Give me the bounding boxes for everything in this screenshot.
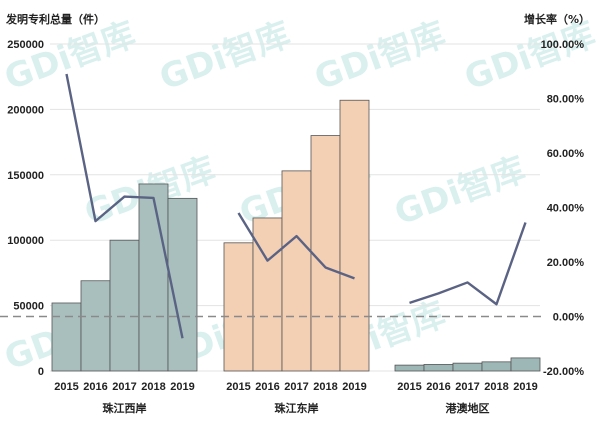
left-axis-title: 发明专利总量（件） [5, 12, 105, 26]
year-label: 2017 [284, 381, 308, 393]
bar [51, 302, 82, 372]
right-tick-label: 100.00% [541, 39, 585, 51]
right-tick-label: 20.00% [547, 257, 585, 269]
year-label: 2016 [426, 381, 450, 393]
growth-line [409, 222, 527, 306]
bar [310, 135, 341, 372]
left-tick-label: 200000 [7, 104, 44, 116]
bar [281, 170, 312, 372]
bar [339, 99, 370, 372]
growth-line [237, 212, 355, 280]
year-label: 2015 [397, 381, 421, 393]
right-tick-label: -20.00% [543, 366, 584, 378]
right-tick-label: 80.00% [547, 94, 585, 106]
year-label: 2018 [484, 381, 508, 393]
bar [423, 364, 454, 372]
watermark-text: GDi智库 [0, 14, 141, 98]
left-axis-ticks: 250000 200000 150000 100000 50000 0 [7, 39, 44, 378]
year-label: 2019 [342, 381, 366, 393]
right-tick-label: 0.00% [553, 312, 584, 324]
year-label: 2016 [255, 381, 279, 393]
right-axis-title: 增长率（%） [524, 12, 590, 26]
right-axis-ticks: 100.00% 80.00% 60.00% 40.00% 20.00% 0.00% -20.… [541, 39, 585, 378]
left-tick-label: 100000 [7, 235, 44, 247]
year-label: 2018 [141, 381, 165, 393]
bar [452, 362, 483, 372]
year-label: 2019 [513, 381, 537, 393]
group-label: 港澳地区 [446, 401, 490, 415]
year-labels: 2015 2016 2017 2018 2019 2015 2016 2017 2018 2019… [54, 381, 537, 393]
left-tick-label: 150000 [7, 170, 44, 182]
bar [394, 364, 425, 372]
bar [109, 239, 140, 372]
left-tick-label: 50000 [13, 301, 44, 313]
growth-lines [65, 73, 527, 339]
year-label: 2017 [455, 381, 479, 393]
bar [510, 357, 541, 372]
bar [138, 183, 169, 372]
growth-line [65, 73, 184, 339]
watermark-text: GDi智库 [309, 14, 450, 98]
year-label: 2016 [83, 381, 107, 393]
year-label: 2019 [170, 381, 194, 393]
group-labels: 珠江西岸 珠江东岸 港澳地区 [103, 401, 490, 415]
bar [167, 197, 198, 372]
watermark-text: GDi智库 [459, 14, 597, 98]
watermark-text: GDi智库 [154, 14, 295, 98]
year-label: 2015 [226, 381, 250, 393]
right-tick-label: 60.00% [547, 148, 585, 160]
group-label: 珠江东岸 [275, 401, 319, 415]
left-tick-label: 250000 [7, 39, 44, 51]
left-tick-label: 0 [38, 366, 44, 378]
group-label: 珠江西岸 [103, 401, 147, 415]
right-tick-label: 40.00% [547, 203, 585, 215]
year-label: 2015 [54, 381, 78, 393]
bar [223, 242, 254, 372]
bar [252, 217, 283, 372]
year-label: 2018 [313, 381, 337, 393]
bars [51, 99, 541, 372]
watermark-text: GDi智库 [389, 149, 530, 233]
year-label: 2017 [112, 381, 136, 393]
bar [481, 361, 512, 372]
bar [80, 280, 111, 372]
